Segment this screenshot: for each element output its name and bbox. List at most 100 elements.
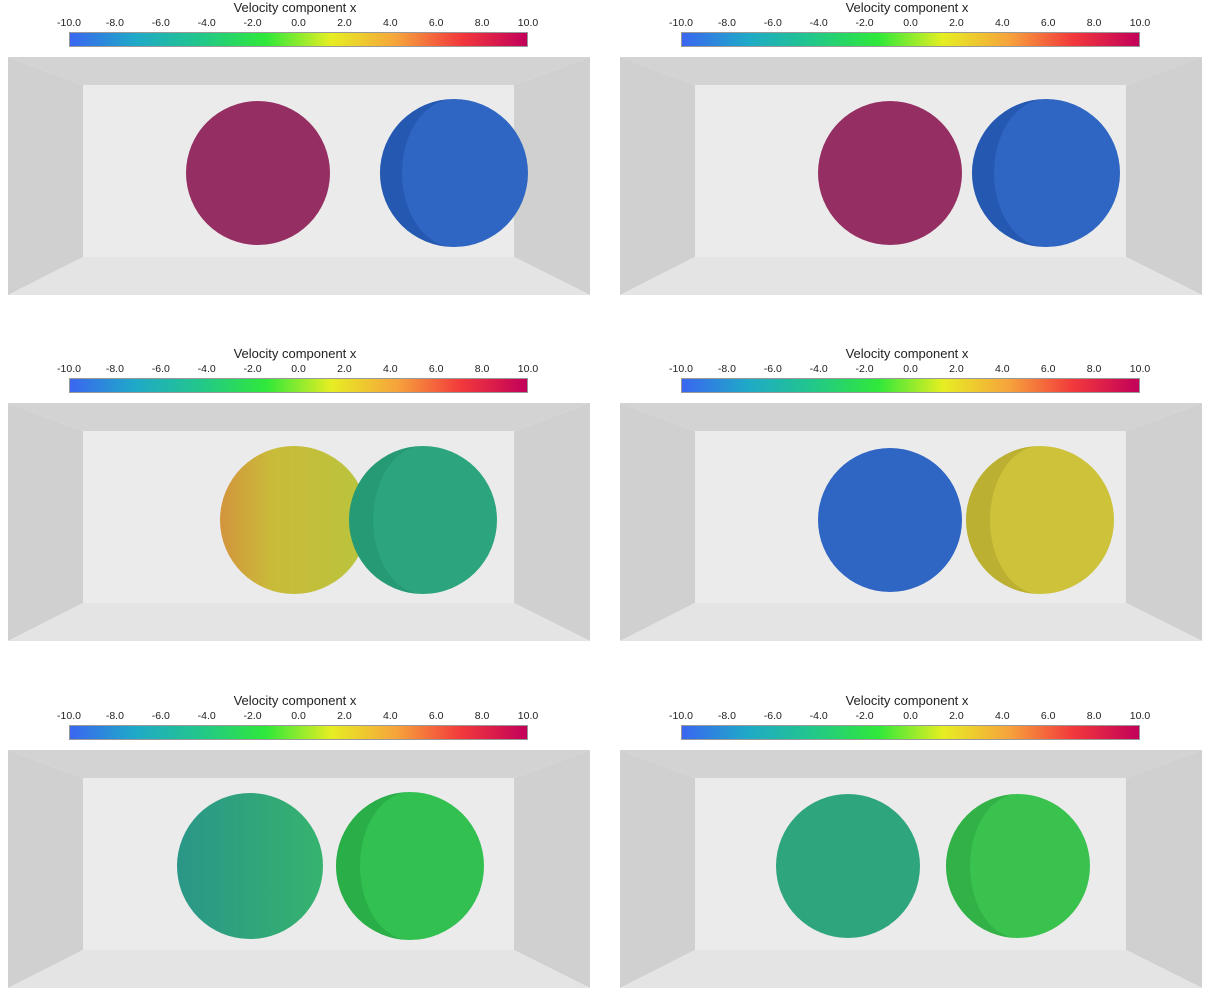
panel-bottom-right: Velocity component x -10.0 -8.0 -6.0 -4.0 -2… [612,693,1202,993]
colorbar-tick-label: -6.0 [151,363,170,375]
colorbar-title: Velocity component x [233,693,357,708]
left-droplet [220,446,368,594]
right-wall [1126,57,1202,295]
colorbar-gradient [681,725,1140,740]
right-droplet-shading [336,792,410,940]
colorbar-tick-label: -10.0 [57,710,81,722]
colorbar-tick-label: 8.0 [474,363,490,375]
colorbar-gradient [69,378,528,393]
colorbar-tick-label: 6.0 [1040,710,1056,722]
floor [620,257,1202,295]
back-top-wall [8,403,590,431]
colorbar-tick-label: 8.0 [474,17,490,29]
colorbar-tick-label: -2.0 [243,363,262,375]
right-droplet [336,792,484,940]
colorbar-tick-label: -10.0 [669,710,693,722]
colorbar-ticks: -10.0 -8.0 -6.0 -4.0 -2.0 0.0 2.0 4.0 6.0 8.0 10.0 [57,17,538,31]
colorbar-ticks: -10.0 -8.0 -6.0 -4.0 -2.0 0.0 2.0 4.0 6.0 8.0 10.0 [669,363,1150,377]
colorbar-tick-label: -8.0 [105,17,124,29]
colorbar-tick-label: -8.0 [105,363,124,375]
colorbar-tick-label: -2.0 [855,710,874,722]
colorbar-tick-label: -2.0 [243,710,262,722]
colorbar-gradient [69,32,528,47]
colorbar-tick-label: 4.0 [382,363,398,375]
back-top-wall [620,750,1202,778]
right-wall [514,57,590,295]
colorbar-tick-label: 6.0 [428,710,444,722]
left-droplet [776,794,920,938]
colorbar-tick-label: -4.0 [197,17,216,29]
colorbar-tick-label: -10.0 [669,363,693,375]
left-droplet [186,101,330,245]
left-wall [620,750,695,988]
colorbar-tick-label: 2.0 [337,17,352,29]
floor [620,950,1202,988]
render-scene [8,57,590,297]
colorbar-tick-label: 0.0 [291,363,306,375]
colorbar-tick-label: -2.0 [855,363,874,375]
colorbar-tick-label: -4.0 [809,710,828,722]
right-droplet [349,446,497,594]
colorbar-tick-label: 8.0 [1086,710,1102,722]
back-top-wall [8,57,590,85]
panel-top-left: Velocity component x -10.0 -8.0 -6.0 -4.0 -2… [0,0,590,300]
colorbar-tick-label: -6.0 [151,710,170,722]
colorbar-tick-label: 0.0 [291,710,306,722]
colorbar-tick-label: -8.0 [717,363,736,375]
colorbar-tick-label: 10.0 [517,363,539,375]
colorbar-tick-label: -8.0 [717,17,736,29]
left-wall [8,750,83,988]
colorbar-ticks: -10.0 -8.0 -6.0 -4.0 -2.0 0.0 2.0 4.0 6.0 8.0 10.0 [669,710,1150,724]
colorbar-title: Velocity component x [233,346,357,361]
colorbar-tick-label: 10.0 [1129,710,1151,722]
left-wall [620,57,695,295]
colorbar-tick-label: 4.0 [994,363,1010,375]
colorbar-tick-label: 8.0 [1086,17,1102,29]
colorbar-tick-label: 6.0 [428,17,444,29]
colorbar-tick-label: 8.0 [1086,363,1102,375]
colorbar-tick-label: 0.0 [291,17,306,29]
colorbar-gradient [69,725,528,740]
colorbar-tick-label: -8.0 [717,710,736,722]
colorbar-tick-label: -4.0 [809,363,828,375]
colorbar-ticks: -10.0 -8.0 -6.0 -4.0 -2.0 0.0 2.0 4.0 6.0 8.0 10.0 [57,363,538,377]
right-droplet [380,99,528,247]
colorbar-tick-label: -10.0 [57,363,81,375]
right-droplet [972,99,1120,247]
colorbar-tick-label: 0.0 [903,17,918,29]
colorbar-tick-label: 10.0 [1129,17,1151,29]
colorbar-tick-label: 2.0 [337,710,352,722]
panel-top-right: Velocity component x -10.0 -8.0 -6.0 -4.0 -2… [612,0,1202,300]
floor [8,603,590,641]
colorbar-tick-label: 6.0 [1040,363,1056,375]
colorbar-tick-label: 10.0 [1129,363,1151,375]
colorbar-gradient [681,378,1140,393]
colorbar-tick-label: -6.0 [763,363,782,375]
colorbar-tick-label: -6.0 [763,710,782,722]
colorbar-title: Velocity component x [233,0,357,15]
colorbar-tick-label: 2.0 [949,710,964,722]
right-droplet-shading [946,794,1018,938]
colorbar-title: Velocity component x [845,693,969,708]
right-wall [514,403,590,641]
left-wall [8,403,83,641]
left-droplet [818,101,962,245]
colorbar-tick-label: 6.0 [428,363,444,375]
floor [8,950,590,988]
render-scene [620,403,1202,643]
panel-middle-left: Velocity component x -10.0 -8.0 -6.0 -4.0 -2… [0,346,590,646]
render-scene [620,57,1202,297]
right-droplet [966,446,1114,594]
colorbar-tick-label: -2.0 [855,17,874,29]
right-droplet-shading [966,446,1040,594]
colorbar-tick-label: 2.0 [949,17,964,29]
colorbar-tick-label: -4.0 [197,363,216,375]
colorbar-tick-label: 10.0 [517,710,539,722]
floor [8,257,590,295]
panel-bottom-left: Velocity component x -10.0 -8.0 -6.0 -4.0 -2… [0,693,590,993]
render-scene [620,750,1202,990]
colorbar-tick-label: -10.0 [57,17,81,29]
colorbar-tick-label: 2.0 [337,363,352,375]
colorbar-tick-label: 8.0 [474,710,490,722]
colorbar-tick-label: 10.0 [517,17,539,29]
